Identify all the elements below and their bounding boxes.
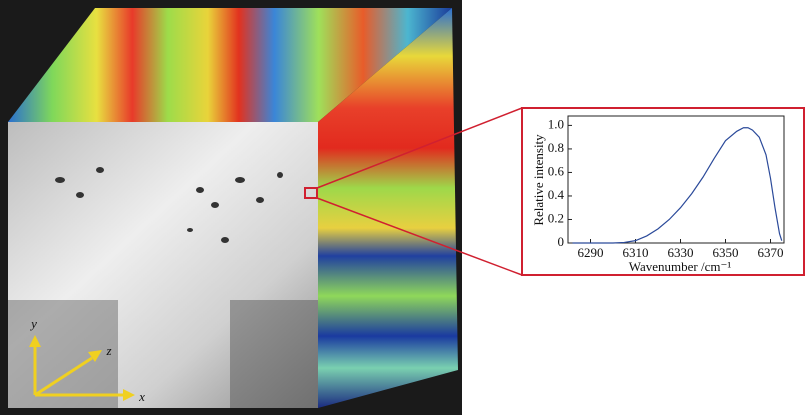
y-tick-label: 0.4 — [548, 187, 565, 202]
x-axis-label: Wavenumber /cm⁻¹ — [629, 259, 732, 274]
x-tick-label: 6370 — [758, 245, 784, 260]
x-tick-label: 6290 — [578, 245, 604, 260]
x-tick-label: 6310 — [623, 245, 649, 260]
cube-axis-label: x — [138, 389, 145, 404]
x-tick-label: 6330 — [668, 245, 694, 260]
figure: y z x 0 0.2 0.4 0.6 0.8 1.0 6290 6310 6330 6350 63… — [0, 0, 806, 415]
front-face-shadow — [230, 300, 318, 408]
front-face-shadow — [8, 300, 118, 408]
y-axis-label: Relative intensity — [531, 134, 546, 226]
cube-axis-label: y — [29, 316, 37, 331]
x-tick-label: 6350 — [713, 245, 739, 260]
y-tick-label: 0.6 — [548, 163, 565, 178]
y-tick-label: 0.2 — [548, 210, 564, 225]
y-tick-label: 0.8 — [548, 140, 564, 155]
y-tick-label: 0 — [558, 234, 565, 249]
y-tick-label: 1.0 — [548, 116, 564, 131]
cube-axis-label: z — [105, 343, 111, 358]
